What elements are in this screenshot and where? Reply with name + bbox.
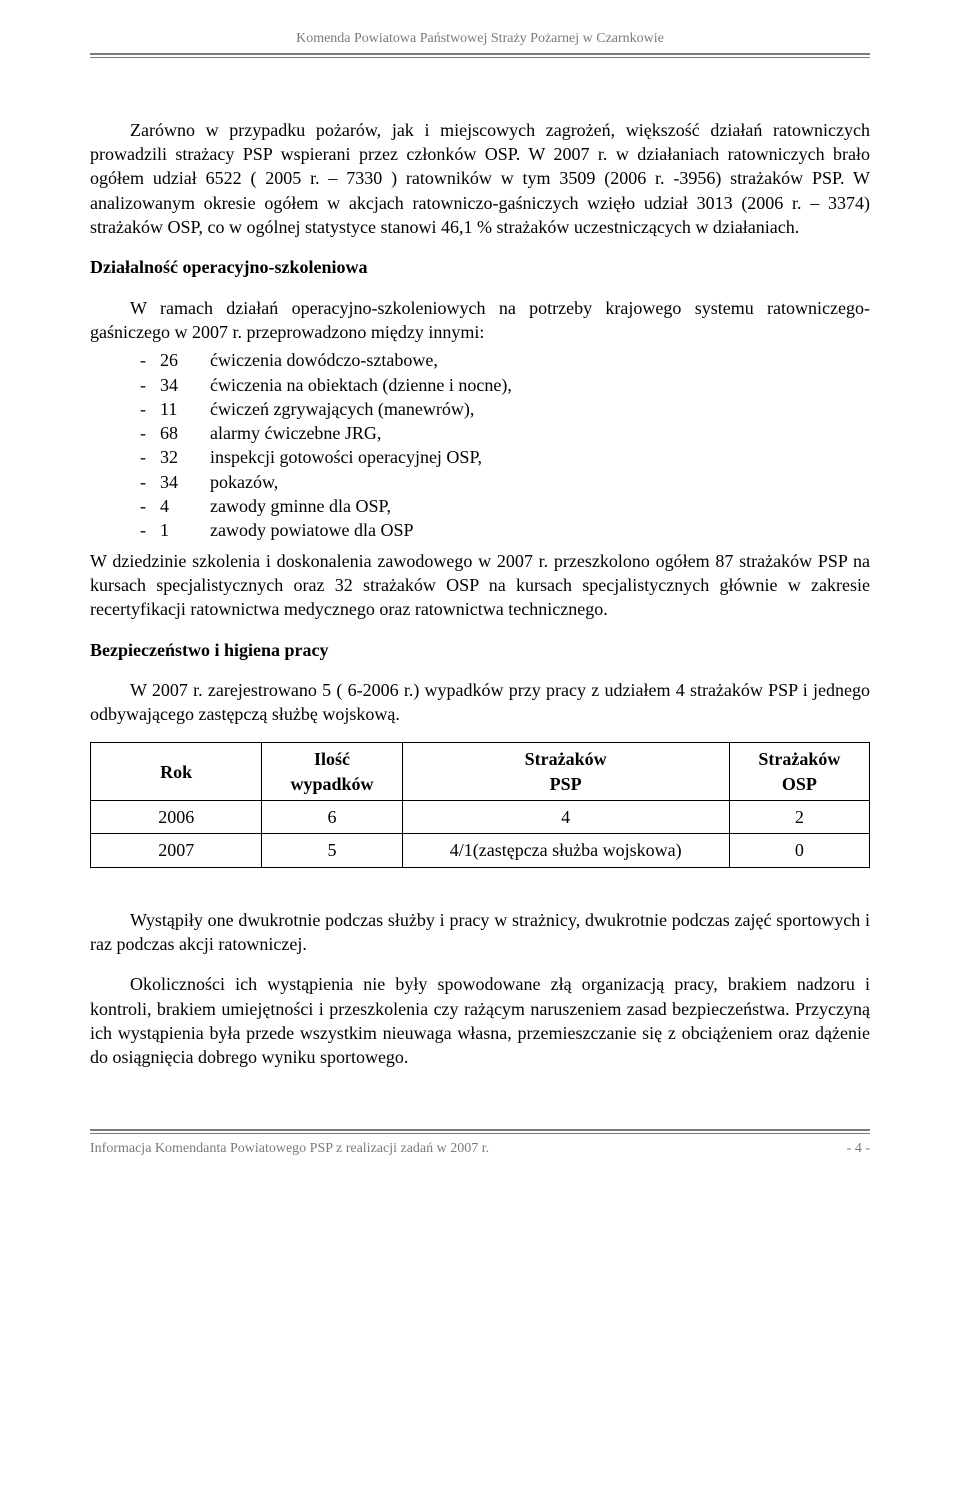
list-item: -1zawody powiatowe dla OSP: [140, 518, 870, 542]
header-rule-bottom: [90, 57, 870, 58]
list-label: zawody powiatowe dla OSP: [210, 518, 870, 542]
list-count: 32: [160, 445, 210, 469]
list-count: 34: [160, 373, 210, 397]
table-row: 2006642: [91, 801, 870, 834]
list-item: -32inspekcji gotowości operacyjnej OSP,: [140, 445, 870, 469]
list-count: 4: [160, 494, 210, 518]
table-header-row: RokIlośćwypadkówStrażakówPSPStrażakówOSP: [91, 743, 870, 801]
list-dash: -: [140, 421, 160, 445]
list-label: alarmy ćwiczebne JRG,: [210, 421, 870, 445]
table-cell: 2006: [91, 801, 262, 834]
table-cell: 4: [402, 801, 729, 834]
table-cell: 6: [262, 801, 402, 834]
list-item: -4zawody gminne dla OSP,: [140, 494, 870, 518]
paragraph-4: W 2007 r. zarejestrowano 5 ( 6-2006 r.) …: [90, 678, 870, 727]
paragraph-6: Okoliczności ich wystąpienia nie były sp…: [90, 972, 870, 1069]
list-label: inspekcji gotowości operacyjnej OSP,: [210, 445, 870, 469]
section-title-safety: Bezpieczeństwo i higiena pracy: [90, 638, 870, 662]
table-header-cell: Rok: [91, 743, 262, 801]
table-header-cell: StrażakówOSP: [729, 743, 869, 801]
list-count: 1: [160, 518, 210, 542]
footer-rule-bottom: [90, 1133, 870, 1134]
paragraph-1: Zarówno w przypadku pożarów, jak i miejs…: [90, 118, 870, 239]
list-label: ćwiczeń zgrywających (manewrów),: [210, 397, 870, 421]
list-label: pokazów,: [210, 470, 870, 494]
page-header: Komenda Powiatowa Państwowej Straży Poża…: [90, 30, 870, 49]
accidents-table: RokIlośćwypadkówStrażakówPSPStrażakówOSP…: [90, 742, 870, 867]
list-item: -34 pokazów,: [140, 470, 870, 494]
table-cell: 2007: [91, 834, 262, 867]
list-label: ćwiczenia na obiektach (dzienne i nocne)…: [210, 373, 870, 397]
table-cell: 5: [262, 834, 402, 867]
paragraph-2: W ramach działań operacyjno-szkoleniowyc…: [90, 296, 870, 345]
list-count: 11: [160, 397, 210, 421]
list-count: 26: [160, 348, 210, 372]
list-dash: -: [140, 373, 160, 397]
list-dash: -: [140, 470, 160, 494]
list-count: 68: [160, 421, 210, 445]
list-label: ćwiczenia dowódczo-sztabowe,: [210, 348, 870, 372]
list-dash: -: [140, 494, 160, 518]
table-cell: 0: [729, 834, 869, 867]
footer-left: Informacja Komendanta Powiatowego PSP z …: [90, 1140, 489, 1159]
list-item: -68 alarmy ćwiczebne JRG,: [140, 421, 870, 445]
list-item: -34ćwiczenia na obiektach (dzienne i noc…: [140, 373, 870, 397]
list-item: -26ćwiczenia dowódczo-sztabowe,: [140, 348, 870, 372]
list-item: -11ćwiczeń zgrywających (manewrów),: [140, 397, 870, 421]
table-header-cell: Ilośćwypadków: [262, 743, 402, 801]
list-count: 34: [160, 470, 210, 494]
page-footer: Informacja Komendanta Powiatowego PSP z …: [90, 1140, 870, 1159]
training-list: -26ćwiczenia dowódczo-sztabowe,-34ćwicze…: [140, 348, 870, 542]
section-title-operations: Działalność operacyjno-szkoleniowa: [90, 255, 870, 279]
paragraph-5: Wystąpiły one dwukrotnie podczas służby …: [90, 908, 870, 957]
header-rule-top: [90, 53, 870, 55]
table-row: 200754/1(zastępcza służba wojskowa)0: [91, 834, 870, 867]
paragraph-3: W dziedzinie szkolenia i doskonalenia za…: [90, 549, 870, 622]
list-dash: -: [140, 397, 160, 421]
footer-rule-top: [90, 1129, 870, 1131]
list-label: zawody gminne dla OSP,: [210, 494, 870, 518]
table-cell: 2: [729, 801, 869, 834]
list-dash: -: [140, 518, 160, 542]
list-dash: -: [140, 348, 160, 372]
table-cell: 4/1(zastępcza służba wojskowa): [402, 834, 729, 867]
table-header-cell: StrażakówPSP: [402, 743, 729, 801]
list-dash: -: [140, 445, 160, 469]
footer-page-number: - 4 -: [847, 1140, 870, 1159]
